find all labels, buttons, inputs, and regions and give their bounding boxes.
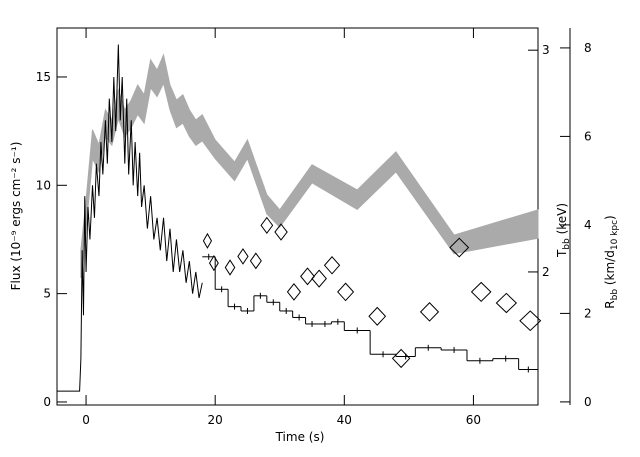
- temperature-point: [224, 259, 236, 276]
- temperature-point: [208, 254, 219, 272]
- temperature-point: [337, 282, 355, 302]
- y2-tick-label: 3: [542, 43, 550, 57]
- label-sub: bb: [610, 289, 620, 301]
- temperature-point: [311, 269, 327, 288]
- temperature-point: [286, 283, 302, 301]
- temperature-point: [260, 216, 274, 234]
- temperature-point: [419, 302, 440, 322]
- temperature-point: [449, 237, 470, 258]
- x-tick-label: 40: [337, 413, 352, 427]
- label-part: (km/d: [603, 250, 617, 289]
- temperature-point: [470, 281, 492, 302]
- label-part: (keV): [555, 203, 569, 238]
- temperature-point: [323, 256, 341, 275]
- temperature-point: [249, 252, 262, 270]
- y3-tick-label: 2: [584, 306, 592, 320]
- y3-axis-label: Rbb (km/d10 kpc): [603, 215, 620, 308]
- temperature-point: [368, 306, 387, 326]
- label-sub: bb: [562, 238, 572, 250]
- x-axis-label: Time (s): [275, 430, 325, 444]
- plot-frame: [56, 27, 539, 406]
- y2-axis-label: Tbb (keV): [555, 203, 572, 258]
- y3-tick-label: 4: [584, 218, 592, 232]
- temperature-band: [80, 53, 539, 279]
- y-tick-label: 5: [43, 287, 51, 301]
- y-axis-label: Flux (10⁻⁹ ergs cm⁻² s⁻¹): [9, 142, 23, 291]
- y-tick-label: 10: [36, 178, 51, 192]
- label-part: T: [555, 249, 569, 258]
- x-tick-label: 60: [466, 413, 481, 427]
- temperature-point: [237, 248, 249, 265]
- y3-tick-label: 0: [584, 395, 592, 409]
- y3-tick-label: 6: [584, 129, 592, 143]
- y2-tick-label: 2: [542, 265, 550, 279]
- label-sub: 10 kpc: [610, 220, 620, 250]
- temperature-point: [519, 310, 542, 332]
- x-tick-label: 20: [208, 413, 223, 427]
- temperature-point: [274, 223, 288, 241]
- y-tick-label: 0: [43, 395, 51, 409]
- y-tick-label: 15: [36, 70, 51, 84]
- temperature-point: [495, 292, 518, 314]
- x-tick-label: 0: [82, 413, 90, 427]
- temperature-point: [202, 232, 213, 249]
- y3-tick-label: 8: [584, 41, 592, 55]
- temperature-point: [300, 267, 315, 286]
- temperature-point: [391, 348, 411, 369]
- flux-line: [57, 44, 203, 392]
- label-part: ): [603, 215, 617, 220]
- label-part: R: [603, 300, 617, 308]
